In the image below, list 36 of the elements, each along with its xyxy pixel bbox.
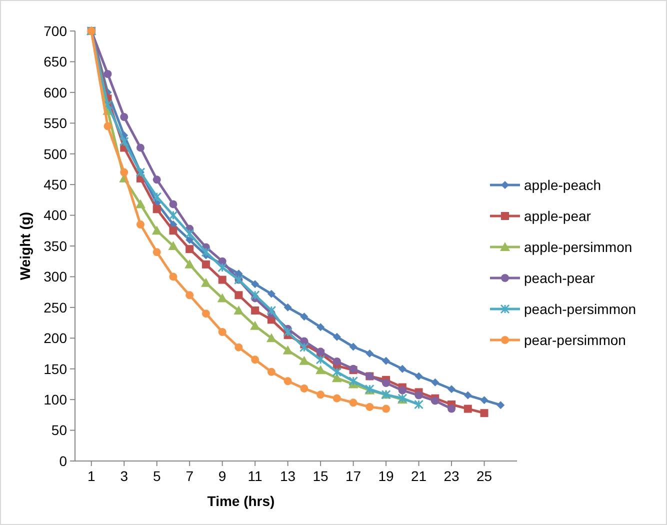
y-tick-label: 700	[44, 22, 68, 39]
legend-label: peach-persimmon	[524, 300, 636, 317]
y-tick-label: 300	[44, 268, 68, 285]
y-tick-label: 400	[44, 207, 68, 224]
y-axis-title: Weight (g)	[17, 212, 33, 280]
x-tick-label: 21	[410, 468, 427, 484]
legend-label: apple-peach	[524, 176, 602, 193]
x-axis-title: Time (hrs)	[207, 493, 275, 509]
y-tick-label: 50	[51, 422, 68, 438]
x-tick-label: 15	[312, 468, 329, 484]
y-tick-label: 450	[44, 176, 68, 192]
legend-label: peach-pear	[524, 270, 596, 286]
y-tick-label: 350	[44, 238, 68, 254]
x-tick-label: 11	[248, 468, 263, 484]
x-tick-label: 19	[378, 468, 394, 484]
x-tick-label: 9	[218, 468, 226, 484]
y-tick-label: 650	[44, 54, 68, 70]
x-tick-label: 23	[444, 468, 460, 484]
legend-label: pear-persimmon	[524, 332, 626, 348]
y-tick-label: 150	[44, 360, 68, 377]
y-tick-label: 600	[44, 84, 68, 100]
y-tick-label: 250	[44, 299, 68, 316]
x-tick-label: 25	[476, 468, 492, 484]
legend-label: apple-pear	[524, 208, 592, 224]
x-tick-label: 5	[152, 468, 161, 484]
y-tick-label: 200	[44, 330, 68, 346]
legend-label: apple-persimmon	[524, 238, 632, 255]
x-tick-label: 13	[280, 468, 296, 484]
x-tick-label: 3	[120, 468, 128, 484]
y-tick-label: 100	[44, 391, 68, 408]
y-tick-label: 550	[44, 115, 68, 132]
y-tick-label: 500	[44, 146, 68, 162]
x-tick-label: 7	[186, 468, 194, 484]
x-tick-label: 1	[87, 468, 96, 484]
x-tick-label: 17	[346, 468, 362, 484]
y-tick-label: 0	[59, 452, 68, 469]
